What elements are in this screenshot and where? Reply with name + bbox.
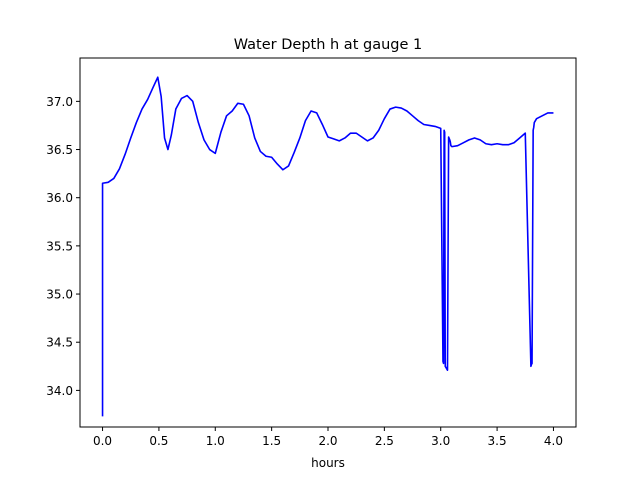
y-tick-label: 36.5 [46,143,73,157]
y-tick-label: 35.0 [46,288,73,302]
y-tick-label: 34.0 [46,384,73,398]
x-axis-label: hours [311,456,345,470]
y-tick-label: 37.0 [46,95,73,109]
x-tick-label: 1.0 [206,434,225,448]
plot-area [101,76,554,417]
x-tick-label: 1.5 [262,434,281,448]
x-tick-label: 0.0 [93,434,112,448]
y-tick-label: 36.0 [46,191,73,205]
x-tick-label: 2.0 [318,434,337,448]
x-axis: 0.0 0.5 1.0 1.5 2.0 2.5 3.0 3.5 4.0 [93,427,563,448]
x-tick-label: 3.5 [488,434,507,448]
y-tick-label: 35.5 [46,239,73,253]
y-axis: 34.0 34.5 35.0 35.5 36.0 36.5 37.0 [46,95,80,398]
chart-title: Water Depth h at gauge 1 [234,37,422,53]
x-tick-label: 2.5 [375,434,394,448]
x-tick-label: 4.0 [544,434,563,448]
y-tick-label: 34.5 [46,336,73,350]
x-tick-label: 3.0 [431,434,450,448]
x-tick-label: 0.5 [149,434,168,448]
series-line [101,76,554,417]
